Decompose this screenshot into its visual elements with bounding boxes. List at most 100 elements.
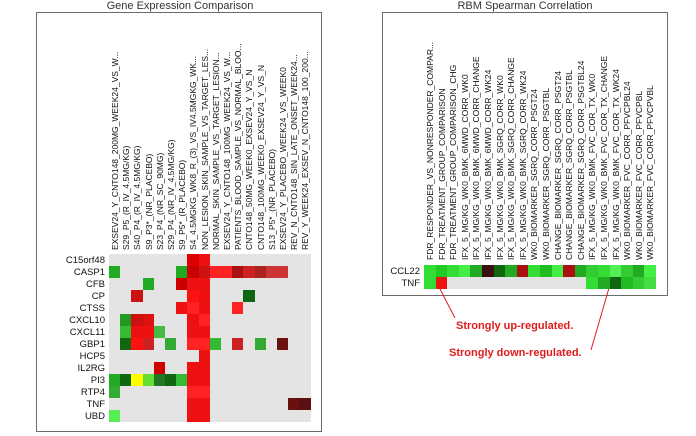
up-regulated-annotation: Strongly up-regulated.	[456, 320, 574, 332]
rbm-correlation-cell	[435, 277, 448, 289]
rbm-correlation-cell	[447, 265, 459, 277]
gene-expression-cell	[120, 326, 132, 338]
gene-expression-cell	[131, 326, 143, 338]
gene-expression-cell	[187, 398, 199, 410]
gene-expression-cell	[109, 410, 121, 422]
gene-expression-row-label: CTSS	[79, 302, 105, 314]
gene-expression-column-label: NON_LESION_SKIN_SAMPLE_VS_TARGET_LES...	[199, 48, 210, 250]
rbm-correlation-cell	[516, 265, 529, 277]
gene-expression-cell	[299, 398, 311, 410]
gene-expression-cell	[187, 290, 199, 302]
gene-expression-cell	[176, 278, 188, 290]
gene-expression-column-label: CNTO148_100MG_WEEK0_EXSEV24_Y_VS_N	[255, 64, 266, 250]
gene-expression-cell	[187, 266, 199, 278]
rbm-correlation-column-label: IFX_5_MG/KG_WK0_BMK_FVC_COR_TX_WK0	[587, 73, 598, 260]
gene-expression-cell	[254, 338, 266, 350]
gene-expression-cell	[187, 362, 199, 374]
rbm-correlation-column-label: IFX_5_MG/KG_WK0_BMK_SGRQ_CORR_WK0	[494, 75, 505, 260]
gene-expression-cell	[109, 374, 121, 386]
gene-expression-cell	[198, 350, 210, 362]
gene-expression-cell	[198, 410, 210, 422]
gene-expression-cell	[176, 302, 188, 314]
rbm-correlation-column-label: CHANGE_BIOMARKER_SGRQ_CORR_PSGTBL	[564, 70, 575, 260]
gene-expression-cell	[198, 278, 210, 290]
rbm-correlation-cell	[632, 265, 645, 277]
gene-expression-cell	[277, 338, 289, 350]
gene-expression-cell	[153, 326, 165, 338]
gene-expression-cell	[187, 278, 199, 290]
rbm-correlation-column-label: CHANGE_BIOMARKER_SGRQ_CORR_PSGTBL24	[575, 60, 586, 260]
gene-expression-cell	[187, 314, 199, 326]
rbm-correlation-cell	[644, 265, 656, 277]
rbm-correlation-cell	[586, 277, 598, 289]
gene-expression-cell	[243, 266, 255, 278]
gene-expression-cell	[142, 326, 154, 338]
gene-expression-cell	[232, 302, 244, 314]
gene-expression-cell	[131, 374, 143, 386]
gene-expression-cell	[209, 338, 221, 350]
rbm-correlation-cell	[470, 265, 482, 277]
gene-expression-row-label: CP	[91, 290, 105, 302]
gene-expression-cell	[254, 266, 266, 278]
gene-expression-cell	[187, 302, 199, 314]
gene-expression-cell	[120, 314, 132, 326]
gene-expression-row-label: IL2RG	[77, 362, 105, 374]
rbm-correlation-cell	[424, 277, 436, 289]
gene-expression-cell	[198, 326, 210, 338]
gene-expression-cell	[198, 386, 210, 398]
right-panel-title: RBM Spearman Correlation	[457, 0, 593, 12]
gene-expression-cell	[187, 410, 199, 422]
gene-expression-cell	[265, 266, 277, 278]
gene-expression-cell	[198, 338, 210, 350]
gene-expression-cell	[165, 374, 177, 386]
rbm-correlation-cell	[621, 265, 633, 277]
gene-expression-cell	[142, 278, 154, 290]
gene-expression-cell	[198, 302, 210, 314]
rbm-correlation-column-label: FDR_RESPONDER_VS_NONRESPONDER_COMPAR...	[425, 41, 435, 260]
gene-expression-cell	[142, 338, 154, 350]
gene-expression-cell	[232, 266, 244, 278]
rbm-correlation-column-label: WK0_BIOMARKER_SGRQ_CORR_PSGTBL	[541, 88, 551, 260]
gene-expression-cell	[120, 338, 132, 350]
gene-expression-cell	[153, 362, 165, 374]
rbm-correlation-column-label: IFX_5_MG/KG_WK0_BMK_FVC_COR_TX_WK24	[610, 69, 621, 260]
rbm-correlation-cell	[482, 265, 494, 277]
gene-expression-row-label: PI3	[90, 374, 105, 386]
gene-expression-cell	[198, 398, 210, 410]
rbm-correlation-cell	[424, 265, 436, 277]
rbm-correlation-cell	[609, 265, 622, 277]
gene-expression-column-label: REV_Y_WEEK24_EXSEV_N_CNTO148_100_200...	[300, 51, 311, 250]
gene-expression-cell	[198, 374, 210, 386]
rbm-correlation-cell	[493, 265, 506, 277]
rbm-correlation-cell	[551, 265, 564, 277]
rbm-correlation-column-label: WK0_BIOMARKER_FVC_CORR_PFVCPBL	[633, 90, 644, 260]
gene-expression-cell	[176, 374, 188, 386]
rbm-correlation-cell	[632, 277, 645, 289]
rbm-correlation-cell	[609, 277, 622, 289]
rbm-correlation-column-label: IFX_5_MG/KG_WK0_BMK_SGRQ_CORR_WK24	[517, 70, 528, 260]
gene-expression-column-label: EXSEV24_Y_CNTO148_100MG_WEEK24_VS_W...	[222, 51, 232, 250]
rbm-correlation-cell	[621, 277, 633, 289]
down-regulated-annotation: Strongly down-regulated.	[449, 347, 582, 359]
gene-expression-cell	[198, 266, 210, 278]
gene-expression-cell	[198, 362, 210, 374]
gene-expression-cell	[243, 290, 255, 302]
rbm-correlation-cell	[574, 265, 587, 277]
gene-expression-cell	[153, 374, 165, 386]
gene-expression-cell	[187, 374, 199, 386]
gene-expression-column-label: S29_P5_(R_IV_4.5MG/KG)	[121, 145, 132, 250]
rbm-correlation-row-label: CCL22	[390, 265, 420, 277]
gene-expression-column-label: CNTO148_50MG_WEEK0_EXSEV24_Y_VS_N	[244, 69, 255, 250]
gene-expression-column-label: REV_N_CNTO148_SIN_LATE_ONSET_WEEK24...	[289, 54, 300, 250]
rbm-correlation-column-label: FDR_TREATMENT_GROUP_COMPARISON_CHG	[448, 64, 459, 260]
rbm-correlation-column-label: WK0_BIOMARKER_FVC_CORR_PFVCPVBL	[645, 85, 656, 260]
gene-expression-row-label: GBP1	[79, 338, 105, 350]
up-arrow-line	[438, 286, 456, 319]
down-arrow-line	[590, 287, 610, 351]
rbm-correlation-row-label: TNF	[401, 277, 420, 289]
rbm-correlation-column-label: IFX_5_MG/KG_WK0_BMK_FVC_COR_TX_CHANGE	[599, 55, 609, 260]
rbm-correlation-cell	[540, 265, 552, 277]
rbm-correlation-cell	[563, 265, 575, 277]
gene-expression-column-label: S40_P4_(R_IV_4.5MG/KG)	[132, 145, 143, 250]
